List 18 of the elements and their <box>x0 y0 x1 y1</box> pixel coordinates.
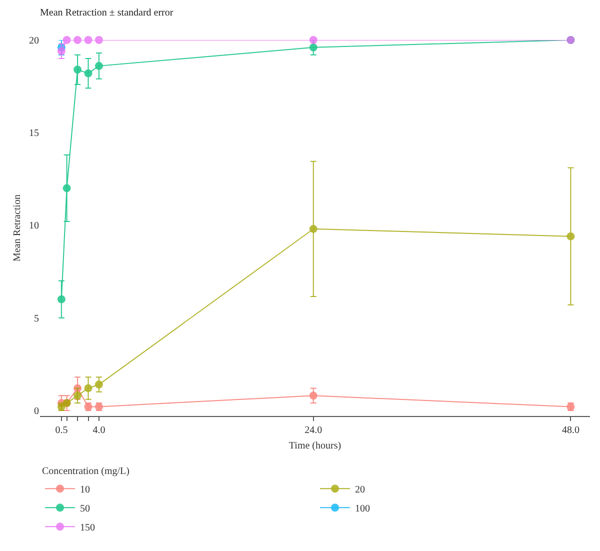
y-tick-label: 5 <box>34 313 39 324</box>
x-axis-title: Time (hours) <box>288 440 342 452</box>
y-tick-label: 10 <box>29 220 39 232</box>
x-tick-label: 48.0 <box>562 425 580 436</box>
y-tick-label: 20 <box>29 36 39 46</box>
chart-title: Mean Retraction ± standard error <box>40 7 174 18</box>
x-tick-label: 0.5 <box>55 425 68 436</box>
legend-label: 100 <box>355 504 370 515</box>
legend-label: 50 <box>80 504 90 515</box>
y-tick-label: 0 <box>34 406 39 417</box>
legend-label: 150 <box>80 522 95 534</box>
y-axis-title: Mean Retraction <box>12 194 23 262</box>
y-tick-label: 15 <box>29 128 39 140</box>
legend-label: 20 <box>355 484 365 496</box>
x-tick-label: 4.0 <box>92 425 106 436</box>
legend-title: Concentration (mg/L) <box>42 466 130 478</box>
x-tick-label: 24.0 <box>304 425 322 436</box>
legend-label: 10 <box>80 484 90 496</box>
